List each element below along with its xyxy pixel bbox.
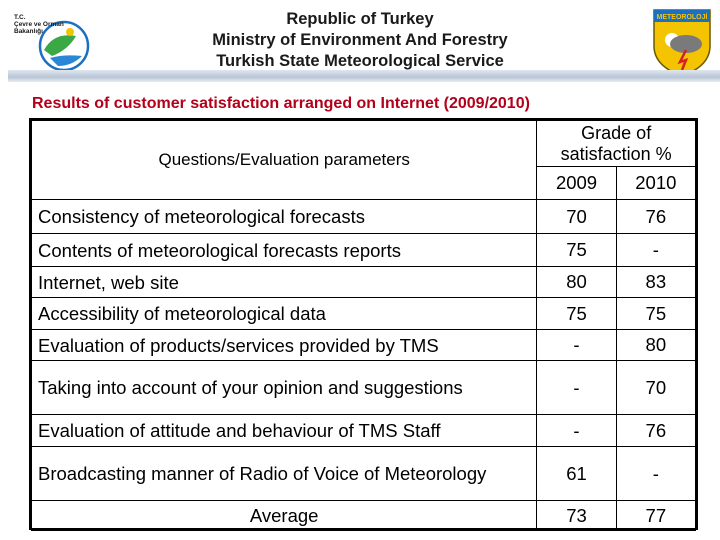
value-2009-cell: - bbox=[536, 360, 617, 415]
table-row: Contents of meteorological forecasts rep… bbox=[30, 233, 697, 267]
meteoroloji-logo-text: METEOROLOJİ bbox=[657, 13, 708, 21]
value-2009-cell: 61 bbox=[536, 446, 617, 501]
question-cell: Accessibility of meteorological data bbox=[30, 297, 538, 330]
value-2010-cell: 70 bbox=[615, 360, 697, 415]
table-row: Evaluation of attitude and behaviour of … bbox=[30, 414, 697, 447]
value-2010-cell: 76 bbox=[615, 199, 697, 234]
table-row: Internet, web site 80 83 bbox=[30, 266, 697, 298]
page-title: Results of customer satisfaction arrange… bbox=[32, 95, 530, 112]
ministry-emblem-icon bbox=[38, 20, 90, 72]
value-2009-cell: 75 bbox=[536, 233, 617, 267]
header-band bbox=[8, 70, 720, 82]
ministry-logo: T.C. Çevre ve Orman Bakanlığı bbox=[6, 6, 90, 74]
ministry-logo-text: T.C. Çevre ve Orman Bakanlığı bbox=[14, 14, 64, 35]
value-2010-cell: 75 bbox=[615, 297, 697, 330]
value-2010-cell: - bbox=[615, 233, 697, 267]
value-2009-cell: 70 bbox=[536, 199, 617, 234]
title-line-3: Turkish State Meteorological Service bbox=[216, 52, 504, 70]
question-cell: Consistency of meteorological forecasts bbox=[30, 199, 538, 234]
table-row: Consistency of meteorological forecasts … bbox=[30, 199, 697, 234]
year-header-2010: 2010 bbox=[615, 166, 697, 200]
value-2009-cell: 75 bbox=[536, 297, 617, 330]
meteorology-shield-icon: METEOROLOJİ bbox=[653, 9, 711, 77]
header-titles: Republic of Turkey Ministry of Environme… bbox=[150, 9, 570, 72]
value-2009-cell: - bbox=[536, 414, 617, 447]
question-cell: Taking into account of your opinion and … bbox=[30, 360, 538, 415]
average-2009: 73 bbox=[536, 500, 617, 531]
title-line-2: Ministry of Environment And Forestry bbox=[212, 31, 508, 49]
value-2009-cell: - bbox=[536, 329, 617, 361]
page-header: T.C. Çevre ve Orman Bakanlığı Republic o… bbox=[0, 0, 720, 86]
value-2010-cell: - bbox=[615, 446, 697, 501]
value-2010-cell: 80 bbox=[615, 329, 697, 361]
grade-header: Grade of satisfaction % bbox=[536, 120, 696, 167]
average-row: Average 73 77 bbox=[30, 500, 697, 531]
year-header-row: 2009 2010 bbox=[32, 166, 697, 200]
table-row: Accessibility of meteorological data 75 … bbox=[30, 297, 697, 330]
question-cell: Evaluation of attitude and behaviour of … bbox=[30, 414, 538, 447]
value-2009-cell: 80 bbox=[536, 266, 617, 298]
param-header: Questions/Evaluation parameters bbox=[30, 120, 538, 200]
table-row: Broadcasting manner of Radio of Voice of… bbox=[30, 446, 697, 501]
meteoroloji-logo: METEOROLOJİ bbox=[650, 6, 714, 78]
average-label: Average bbox=[30, 500, 538, 531]
table-row: Evaluation of products/services provided… bbox=[30, 329, 697, 361]
results-table: Questions/Evaluation parameters Grade of… bbox=[30, 120, 697, 531]
average-2010: 77 bbox=[615, 500, 697, 531]
value-2010-cell: 83 bbox=[615, 266, 697, 298]
value-2010-cell: 76 bbox=[615, 414, 697, 447]
table-row: Taking into account of your opinion and … bbox=[30, 360, 697, 415]
table-header-row: Questions/Evaluation parameters Grade of… bbox=[30, 120, 696, 200]
question-cell: Broadcasting manner of Radio of Voice of… bbox=[30, 446, 538, 501]
year-header-2009: 2009 bbox=[536, 166, 617, 200]
title-line-1: Republic of Turkey bbox=[286, 10, 434, 28]
question-cell: Evaluation of products/services provided… bbox=[30, 329, 538, 361]
question-cell: Contents of meteorological forecasts rep… bbox=[30, 233, 538, 267]
question-cell: Internet, web site bbox=[30, 266, 538, 298]
